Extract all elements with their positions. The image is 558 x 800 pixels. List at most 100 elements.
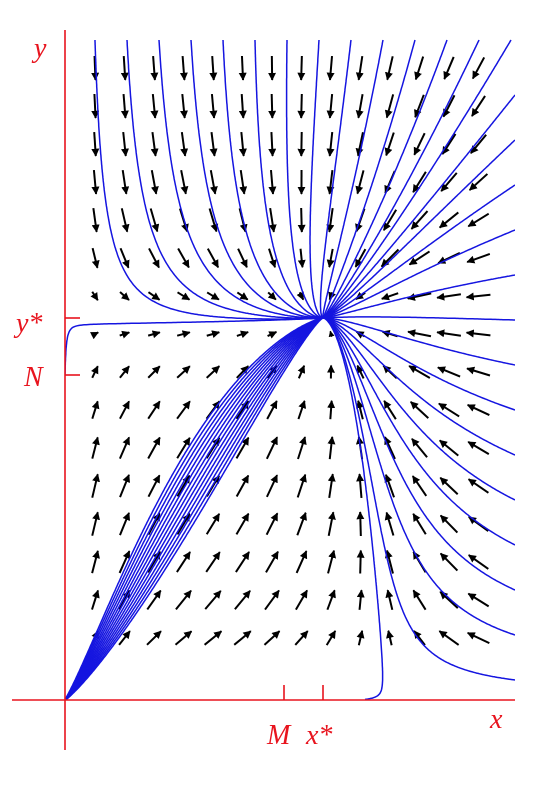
field-arrow — [410, 210, 429, 230]
field-arrow — [408, 365, 431, 379]
field-arrow — [235, 474, 250, 497]
field-arrow — [326, 93, 335, 119]
field-arrow — [355, 132, 364, 157]
field-arrow — [468, 554, 489, 570]
field-arrow — [147, 291, 161, 301]
field-arrow — [327, 473, 336, 499]
field-arrow — [297, 55, 306, 81]
field-arrow — [384, 436, 396, 460]
field-arrow — [408, 250, 431, 266]
field-arrow — [148, 247, 160, 269]
field-arrow — [413, 132, 426, 156]
field-arrow — [147, 550, 161, 573]
streamline — [65, 317, 323, 700]
field-arrow — [180, 131, 189, 157]
axes — [12, 30, 515, 750]
streamline — [323, 317, 515, 501]
field-arrow — [119, 365, 130, 379]
field-arrow — [466, 631, 490, 645]
field-arrow — [205, 551, 221, 573]
field-arrow — [91, 589, 100, 610]
field-arrow — [91, 131, 100, 157]
field-arrow — [356, 364, 365, 379]
field-arrow — [436, 292, 462, 301]
field-arrow — [384, 511, 395, 536]
field-arrow — [238, 131, 247, 157]
field-arrow — [326, 55, 335, 81]
field-arrow — [265, 436, 279, 460]
field-arrow — [236, 330, 249, 339]
field-arrow — [297, 207, 306, 233]
field-arrow — [91, 93, 100, 119]
field-arrow — [233, 630, 252, 646]
field-arrow — [146, 630, 162, 646]
field-arrow — [150, 131, 159, 157]
field-arrow — [326, 207, 335, 233]
field-arrow — [150, 55, 159, 81]
field-arrow — [297, 436, 307, 460]
field-arrow — [266, 400, 278, 420]
field-arrow — [235, 400, 250, 420]
field-arrow — [467, 592, 490, 608]
field-arrow — [147, 400, 161, 420]
field-arrow — [326, 248, 335, 268]
streamline — [190, 39, 324, 319]
field-arrow — [120, 208, 130, 233]
field-arrow — [91, 473, 100, 498]
field-arrow — [238, 93, 247, 119]
field-arrow — [209, 93, 218, 119]
streamlines — [65, 39, 515, 700]
field-arrow — [412, 513, 427, 535]
y-label: y — [31, 33, 47, 64]
field-arrow — [468, 516, 489, 532]
field-arrow — [384, 473, 395, 498]
field-arrow — [147, 436, 161, 459]
field-arrow — [467, 478, 489, 494]
streamline — [322, 39, 480, 319]
streamline — [65, 316, 324, 700]
field-arrow — [147, 365, 161, 379]
field-arrow — [90, 291, 99, 301]
field-arrow — [91, 207, 100, 233]
field-arrow — [468, 173, 489, 191]
field-arrow — [467, 440, 490, 456]
field-arrow — [91, 511, 100, 536]
field-arrow — [91, 436, 100, 459]
field-arrow — [268, 131, 277, 157]
field-arrow — [327, 511, 336, 536]
field-arrow — [411, 438, 428, 458]
streamline — [65, 317, 324, 700]
streamline — [322, 317, 515, 546]
field-arrow — [295, 550, 308, 574]
streamline — [322, 317, 515, 681]
field-arrow — [266, 365, 278, 379]
field-arrow — [356, 511, 365, 537]
field-arrow — [297, 248, 306, 269]
streamline — [65, 317, 324, 700]
field-arrow — [91, 550, 100, 574]
field-arrow — [440, 172, 458, 192]
field-arrow — [146, 589, 162, 611]
field-arrow — [265, 550, 279, 573]
streamline — [323, 317, 515, 636]
streamline — [323, 317, 384, 700]
field-arrow — [380, 248, 400, 268]
field-arrow — [205, 513, 221, 535]
field-arrow — [119, 247, 130, 269]
field-arrow — [150, 93, 159, 119]
streamline — [65, 317, 324, 700]
field-arrow — [176, 512, 191, 535]
field-arrow — [234, 590, 251, 610]
field-arrow — [354, 248, 367, 268]
field-arrow — [386, 629, 394, 646]
field-arrow — [438, 402, 460, 418]
field-arrow — [356, 589, 365, 610]
streamline — [323, 317, 515, 591]
field-arrow — [149, 208, 160, 233]
field-arrow — [176, 551, 191, 573]
streamline — [65, 317, 323, 700]
field-arrow — [235, 551, 250, 573]
field-arrow — [384, 94, 395, 119]
streamline — [319, 39, 352, 319]
